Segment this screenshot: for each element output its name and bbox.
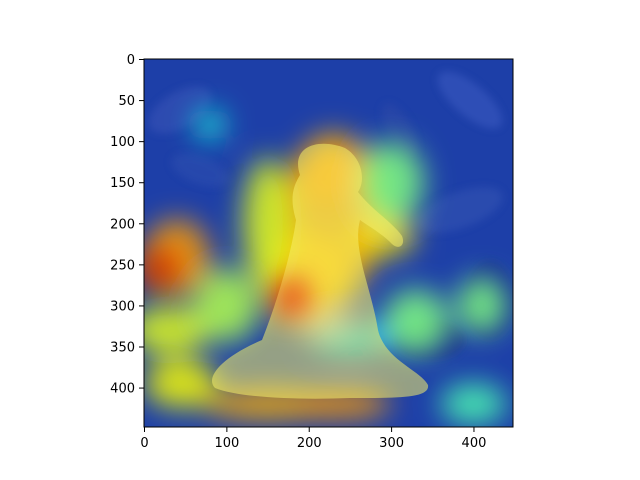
- y-tick-label: 250: [110, 258, 135, 273]
- heat-hotspot: [144, 252, 177, 285]
- y-tick-label: 200: [110, 217, 135, 232]
- x-tick-label: 400: [462, 436, 487, 451]
- x-tick-label: 300: [379, 436, 404, 451]
- bird-body: [212, 143, 429, 399]
- plot-area: [144, 59, 513, 427]
- y-axis: 0 50 100 150 200 250 300 350 400: [110, 53, 144, 397]
- y-tick-label: 100: [110, 135, 135, 150]
- heat-region: [195, 109, 225, 140]
- y-tick-label: 50: [118, 94, 135, 109]
- heat-region: [144, 358, 219, 409]
- x-tick-label: 100: [214, 436, 239, 451]
- heat-region: [382, 289, 449, 355]
- heat-region: [242, 157, 293, 289]
- heat-region: [144, 305, 210, 355]
- plot-frame: [143, 58, 514, 428]
- x-tick-label: 0: [140, 436, 148, 451]
- y-tick-label: 350: [110, 341, 135, 356]
- heat-region: [193, 268, 260, 343]
- albatross-photo: [212, 143, 429, 399]
- heatmap-highlights: [144, 252, 305, 314]
- heat-region: [358, 141, 425, 224]
- x-axis: 0 100 200 300 400: [140, 427, 486, 451]
- heat-region: [456, 276, 507, 335]
- heat-region: [440, 383, 507, 425]
- y-tick-label: 150: [110, 176, 135, 191]
- y-tick-label: 400: [110, 382, 135, 397]
- y-tick-label: 0: [127, 53, 135, 68]
- heat-hotspot: [279, 281, 305, 314]
- x-tick-label: 200: [297, 436, 322, 451]
- y-tick-label: 300: [110, 299, 135, 314]
